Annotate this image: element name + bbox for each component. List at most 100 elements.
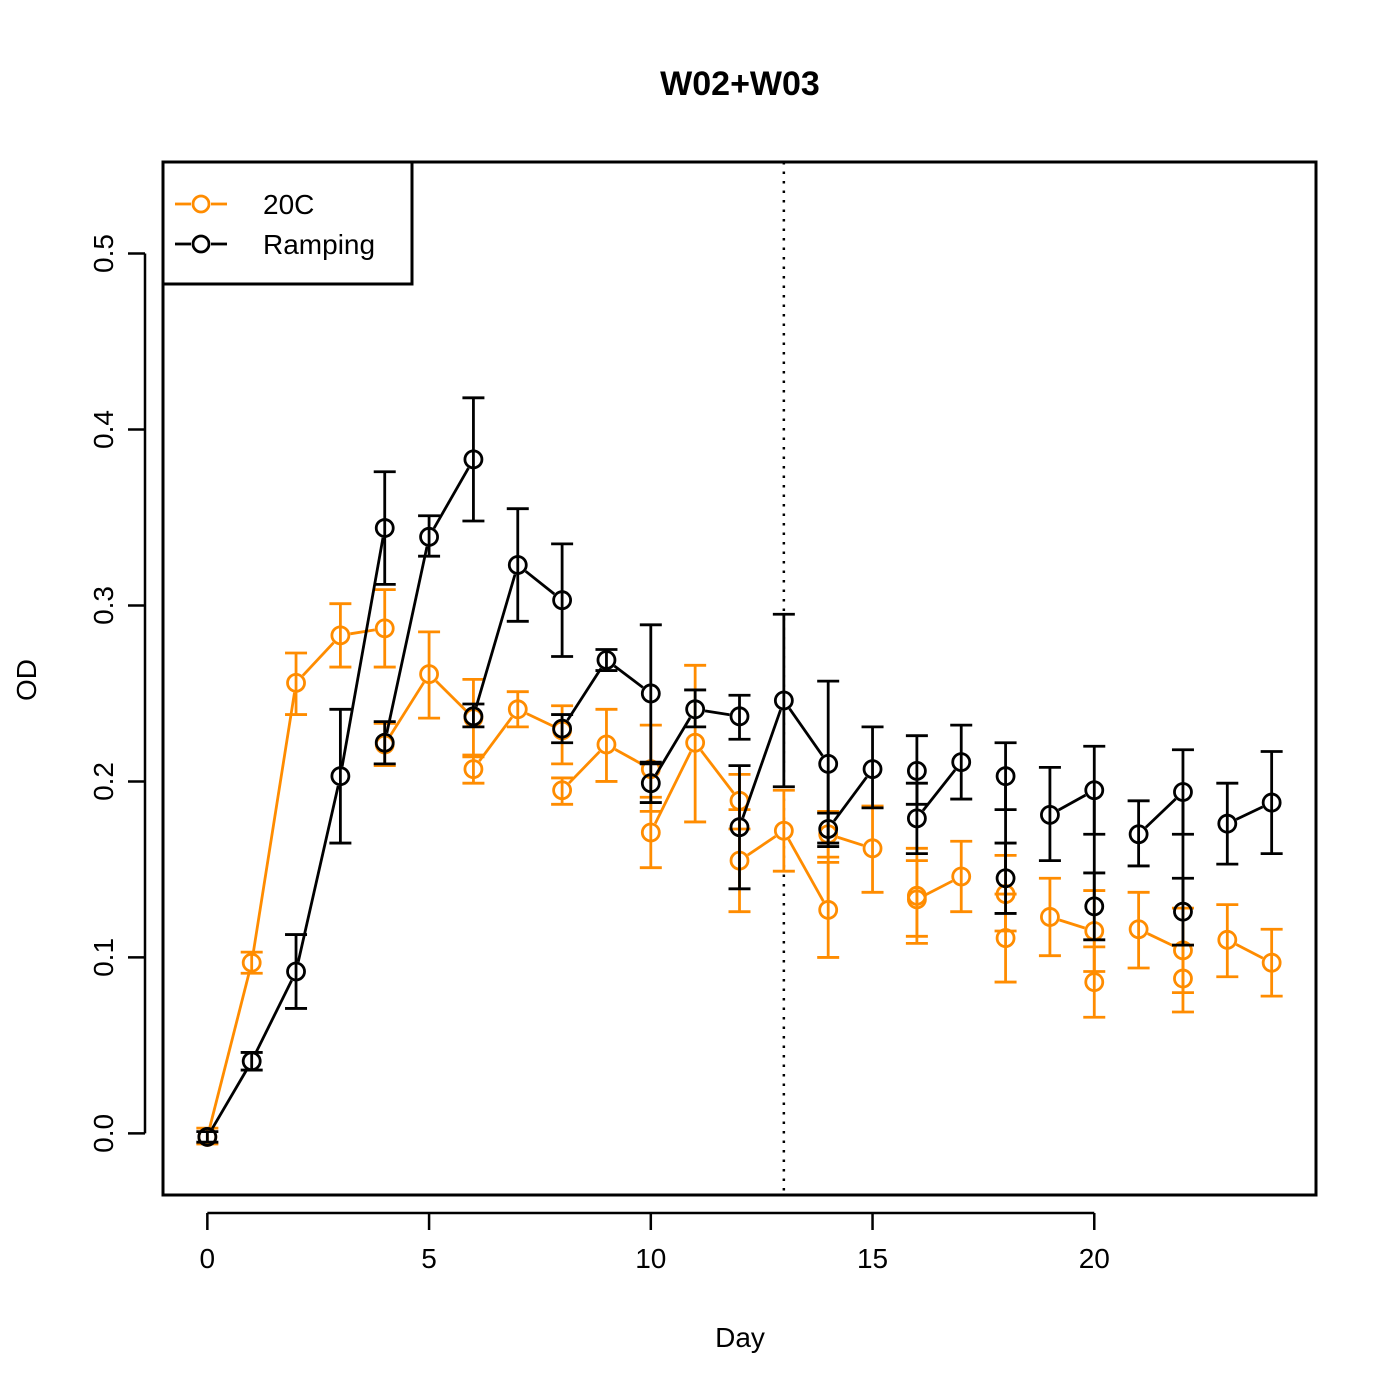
data-point: [1173, 901, 1193, 922]
data-point: [596, 734, 617, 755]
series-line-segment: [925, 879, 953, 897]
data-point: [1261, 952, 1282, 973]
x-tick-label: 0: [200, 1243, 216, 1274]
data-layer: [196, 396, 1283, 1147]
data-point: [818, 900, 839, 920]
x-tick-label: 20: [1079, 1243, 1110, 1274]
x-tick-label: 5: [421, 1243, 437, 1274]
y-tick-label: 0.2: [88, 762, 119, 801]
series-line-segment: [340, 537, 385, 767]
data-point: [1128, 919, 1149, 940]
series-line-segment: [254, 979, 293, 1053]
series-line-segment: [350, 628, 376, 636]
series-line-segment: [700, 749, 735, 794]
data-point: [862, 838, 883, 859]
legend-label: 20C: [263, 189, 314, 220]
data-point: [1217, 813, 1238, 834]
data-point: [463, 449, 484, 470]
data-point: [685, 699, 706, 720]
axes-layer: 0 5 10 15 20 0.0 0.1 0.2 0.3 0.4 0.5: [88, 160, 1318, 1274]
y-tick-label: 0.3: [88, 586, 119, 625]
legend-box: [161, 160, 414, 286]
data-point: [1173, 968, 1193, 989]
data-point: [507, 555, 528, 575]
series-line-segment: [1144, 797, 1177, 829]
data-point: [729, 706, 750, 727]
legend-marker: [191, 234, 211, 254]
data-point: [906, 889, 927, 910]
legend-marker: [191, 194, 211, 214]
data-point: [552, 780, 573, 801]
series-line-segment: [251, 692, 296, 954]
series-line-segment: [435, 680, 468, 713]
series-line-segment: [566, 667, 603, 722]
plot-frame: [161, 160, 1318, 1197]
data-point: [286, 672, 306, 693]
data-point: [951, 752, 972, 772]
data-point: [330, 766, 351, 787]
chart-title: W02+W03: [660, 65, 820, 103]
data-point: [1173, 782, 1193, 802]
series-line-segment: [837, 835, 864, 847]
data-point: [596, 650, 617, 670]
data-point: [419, 526, 439, 547]
series-line-segment: [704, 709, 730, 717]
y-tick-label: 0.5: [88, 234, 119, 273]
data-point: [1261, 792, 1282, 813]
data-point: [241, 1051, 262, 1072]
data-point: [286, 961, 306, 982]
data-point: [241, 952, 262, 973]
data-point: [640, 683, 661, 704]
data-point: [729, 817, 750, 838]
series-line-segment: [833, 776, 868, 822]
data-point: [818, 819, 839, 839]
series-line-segment: [788, 707, 824, 757]
data-point: [552, 718, 573, 739]
series-line-segment: [747, 835, 777, 857]
series-line-segment: [211, 1069, 248, 1130]
data-point: [463, 759, 484, 780]
data-point: [773, 690, 794, 711]
series-line-segment: [524, 570, 556, 596]
series-line-segment: [613, 664, 644, 689]
data-point: [685, 732, 706, 753]
series-line-segment: [474, 574, 517, 708]
series-line-segment: [1235, 805, 1264, 821]
series-line-segment: [208, 972, 251, 1128]
legend-item-20c: 20C: [175, 189, 314, 220]
series-line-segment: [526, 712, 554, 728]
series-line-segment: [921, 769, 957, 812]
series-line-segment: [478, 716, 513, 762]
series-line-segment: [1147, 932, 1175, 948]
y-axis-label: OD: [11, 659, 42, 701]
data-point: [773, 820, 794, 841]
data-point: [862, 759, 883, 780]
data-point: [906, 808, 927, 829]
data-point: [906, 760, 927, 781]
legend-item-ramping: Ramping: [175, 229, 375, 260]
data-point: [995, 928, 1016, 948]
series-line-segment: [385, 546, 429, 734]
data-point: [1217, 929, 1238, 950]
data-point: [374, 518, 395, 538]
series-line-segment: [1059, 918, 1086, 930]
series-line-segment: [568, 750, 601, 785]
data-point: [552, 590, 573, 611]
data-point: [507, 699, 528, 720]
data-point: [1040, 907, 1060, 927]
data-point: [640, 773, 661, 794]
y-tick-label: 0.0: [88, 1114, 119, 1153]
series-line-segment: [432, 467, 470, 529]
data-point: [1084, 972, 1105, 992]
data-point: [330, 625, 351, 646]
series-line-segment: [787, 838, 825, 902]
x-tick-label: 15: [857, 1243, 888, 1274]
data-point: [1084, 780, 1105, 801]
data-point: [951, 866, 972, 887]
series-line-segment: [1235, 943, 1264, 960]
y-tick-label: 0.4: [88, 410, 119, 449]
data-point: [1084, 896, 1105, 917]
data-point: [818, 753, 839, 774]
data-point: [374, 618, 395, 639]
